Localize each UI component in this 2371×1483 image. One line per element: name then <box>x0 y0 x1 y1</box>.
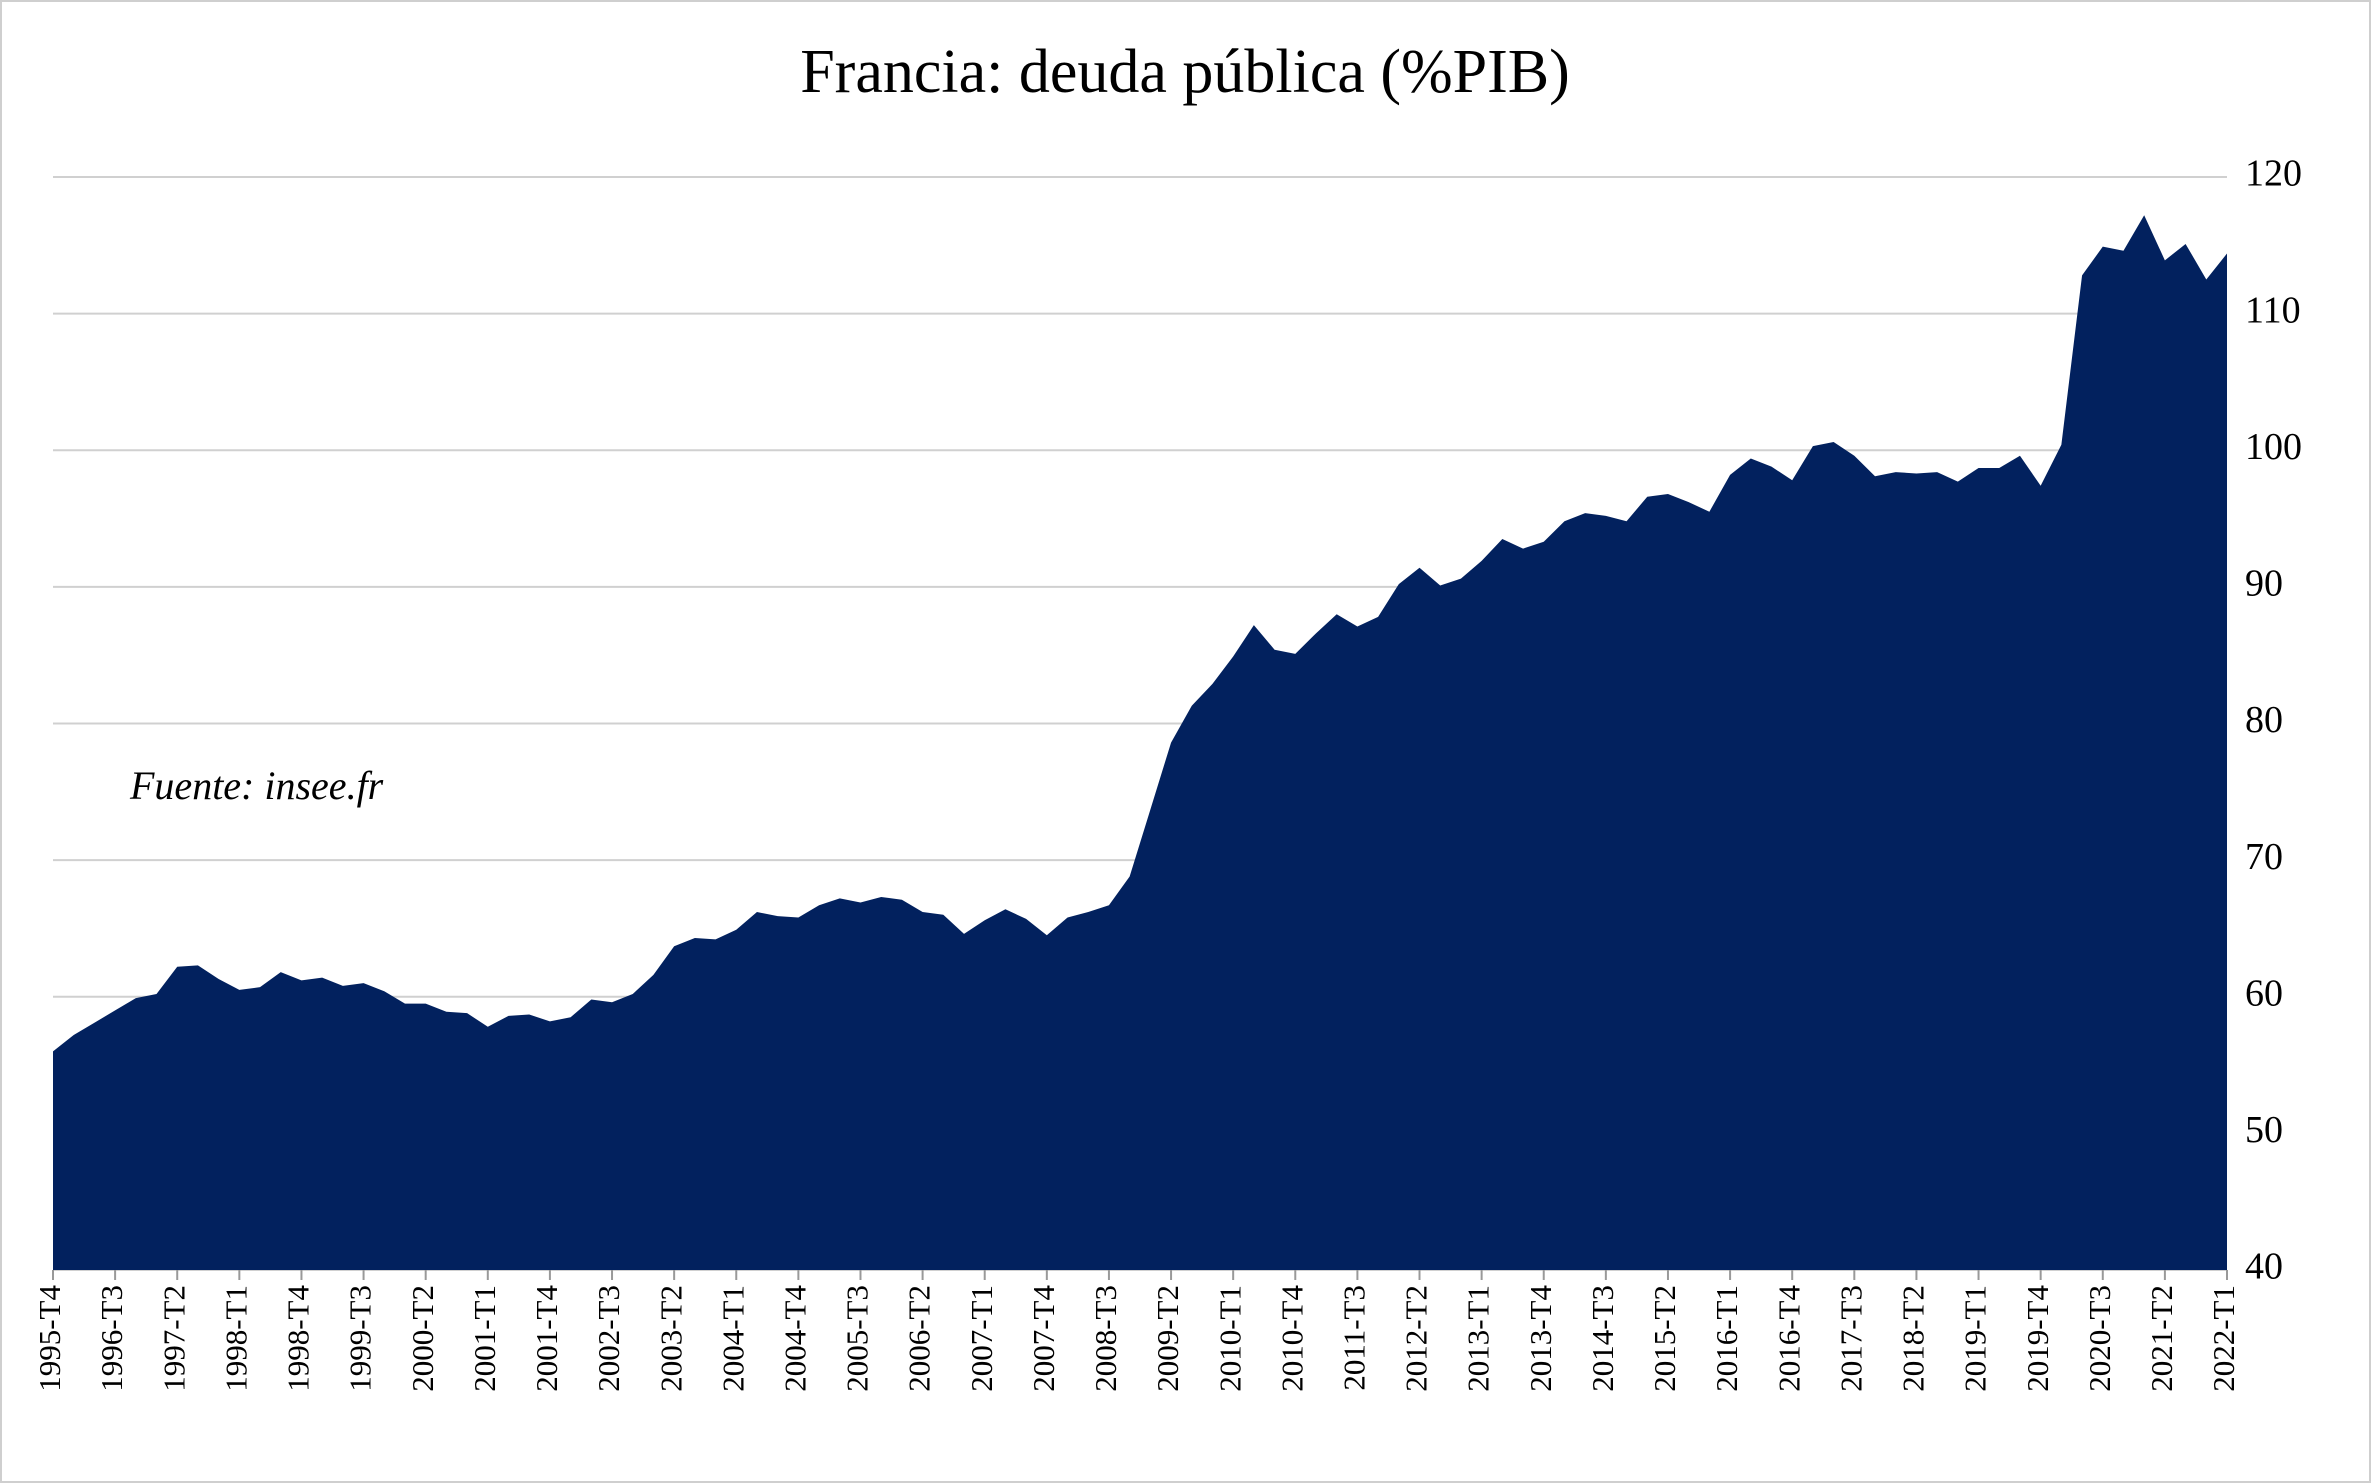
x-tick-label: 2007-T4 <box>1026 1285 1061 1392</box>
x-tick-label: 2001-T1 <box>467 1285 502 1392</box>
x-tick-label: 2017-T3 <box>1833 1285 1868 1392</box>
x-tick-label: 2004-T1 <box>715 1285 750 1392</box>
x-tick-label: 1996-T3 <box>94 1285 129 1392</box>
x-tick-label: 2012-T2 <box>1399 1285 1434 1392</box>
x-tick-label: 2016-T1 <box>1709 1285 1744 1392</box>
x-tick-label: 1999-T3 <box>343 1285 378 1392</box>
x-tick-label: 2001-T4 <box>529 1285 564 1392</box>
x-tick-label: 2015-T2 <box>1647 1285 1682 1392</box>
x-tick-label: 2013-T1 <box>1461 1285 1496 1392</box>
chart-title: Francia: deuda pública (%PIB) <box>800 38 1570 106</box>
x-tick-label: 2010-T1 <box>1212 1285 1247 1392</box>
y-tick-label: 50 <box>2245 1109 2283 1151</box>
y-tick-label: 120 <box>2245 153 2302 195</box>
y-tick-label: 40 <box>2245 1246 2283 1288</box>
y-tick-label: 100 <box>2245 426 2302 468</box>
y-tick-label: 60 <box>2245 972 2283 1014</box>
x-tick-label: 2019-T1 <box>1958 1285 1993 1392</box>
x-tick-label: 2006-T2 <box>902 1285 937 1392</box>
x-tick-label: 2019-T4 <box>2020 1285 2055 1392</box>
x-tick-label: 2016-T4 <box>1771 1285 1806 1392</box>
x-tick-label: 1998-T4 <box>281 1285 316 1392</box>
x-tick-label: 2003-T2 <box>653 1285 688 1392</box>
x-tick-label: 2002-T3 <box>591 1285 626 1392</box>
y-tick-label: 90 <box>2245 563 2283 605</box>
annotation: Fuente: insee.fr <box>129 763 384 808</box>
x-tick-label: 2010-T4 <box>1274 1285 1309 1392</box>
x-tick-label: 2011-T3 <box>1337 1285 1372 1391</box>
x-tick-label: 2013-T4 <box>1523 1285 1558 1392</box>
x-tick-label: 2014-T3 <box>1585 1285 1620 1392</box>
x-tick-label: 2008-T3 <box>1088 1285 1123 1392</box>
x-tick-label: 2000-T2 <box>405 1285 440 1392</box>
y-tick-label: 80 <box>2245 699 2283 741</box>
y-tick-label: 70 <box>2245 836 2283 878</box>
y-tick-label: 110 <box>2245 289 2301 331</box>
x-tick-label: 2007-T1 <box>964 1285 999 1392</box>
x-tick-label: 2004-T4 <box>777 1285 812 1392</box>
x-tick-label: 2022-T1 <box>2206 1285 2241 1392</box>
x-tick-label: 2021-T2 <box>2144 1285 2179 1392</box>
x-tick-label: 2005-T3 <box>840 1285 875 1392</box>
x-tick-label: 1995-T4 <box>32 1285 67 1392</box>
x-tick-label: 2018-T2 <box>1896 1285 1931 1392</box>
x-tick-label: 2020-T3 <box>2082 1285 2117 1392</box>
x-tick-label: 1997-T2 <box>156 1285 191 1392</box>
area <box>53 215 2227 1270</box>
x-tick-label: 1998-T1 <box>218 1285 253 1392</box>
x-tick-label: 2009-T2 <box>1150 1285 1185 1392</box>
